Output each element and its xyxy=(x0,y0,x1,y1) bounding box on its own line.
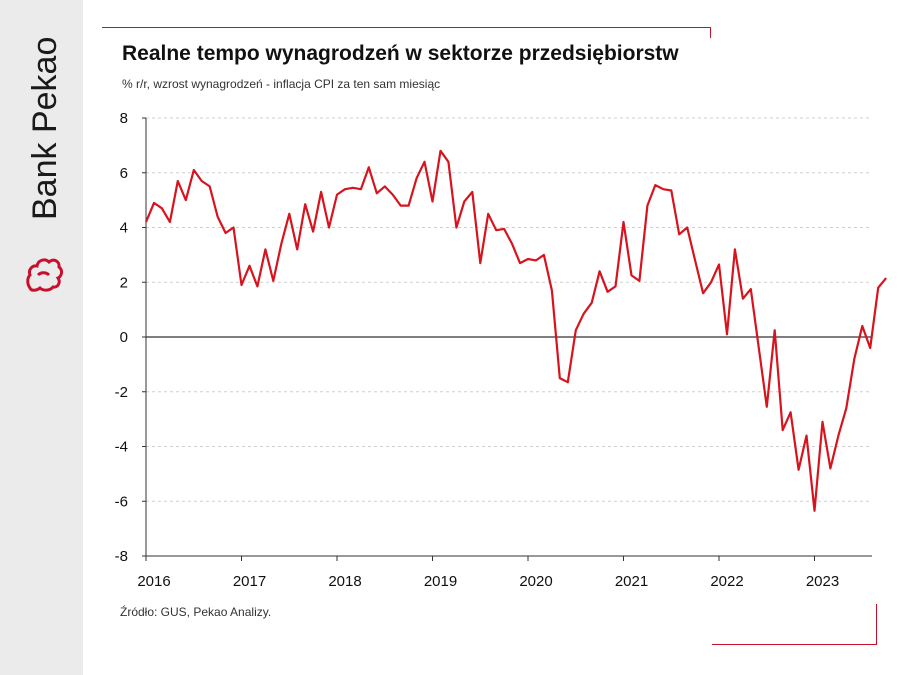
x-tick-label: 2020 xyxy=(519,573,552,590)
x-tick-label: 2017 xyxy=(233,573,266,590)
x-tick-label: 2021 xyxy=(615,573,648,590)
x-tick-label: 2022 xyxy=(710,573,743,590)
bison-logo-icon xyxy=(26,258,63,292)
decorative-frame-bottom xyxy=(712,604,877,645)
brand-name: Bank Pekao xyxy=(26,37,64,220)
chart-subtitle: % r/r, wzrost wynagrodzeń - inflacja CPI… xyxy=(122,77,441,91)
chart-title: Realne tempo wynagrodzeń w sektorze prze… xyxy=(122,42,679,65)
x-tick-label: 2023 xyxy=(806,573,839,590)
x-tick-label: 2016 xyxy=(137,573,170,590)
y-tick-label: -6 xyxy=(115,493,128,510)
y-tick-labels: 8 6 4 2 0 -2 -4 -6 -8 xyxy=(115,110,128,565)
y-tick-label: 6 xyxy=(120,165,128,182)
bank-pekao-wordmark: Bank Pekao xyxy=(26,37,64,220)
brand-sidebar: Bank Pekao xyxy=(0,0,83,675)
y-tick-label: -8 xyxy=(115,548,128,565)
brand-block: Bank Pekao xyxy=(10,34,74,294)
y-tick-label: 4 xyxy=(120,220,128,237)
source-note: Źródło: GUS, Pekao Analizy. xyxy=(120,605,272,619)
axes xyxy=(142,117,872,561)
y-tick-label: -4 xyxy=(115,439,128,456)
y-tick-label: 0 xyxy=(120,329,128,346)
x-tick-label: 2018 xyxy=(328,573,361,590)
x-tick-label: 2019 xyxy=(424,573,457,590)
y-tick-label: 8 xyxy=(120,110,128,127)
y-tick-label: 2 xyxy=(120,274,128,291)
x-tick-labels: 2016 2017 2018 2019 2020 2021 2022 2023 xyxy=(137,573,839,590)
y-tick-label: -2 xyxy=(115,384,128,401)
decorative-frame-top xyxy=(102,27,711,38)
series-group xyxy=(144,149,887,512)
series-line xyxy=(144,149,887,512)
